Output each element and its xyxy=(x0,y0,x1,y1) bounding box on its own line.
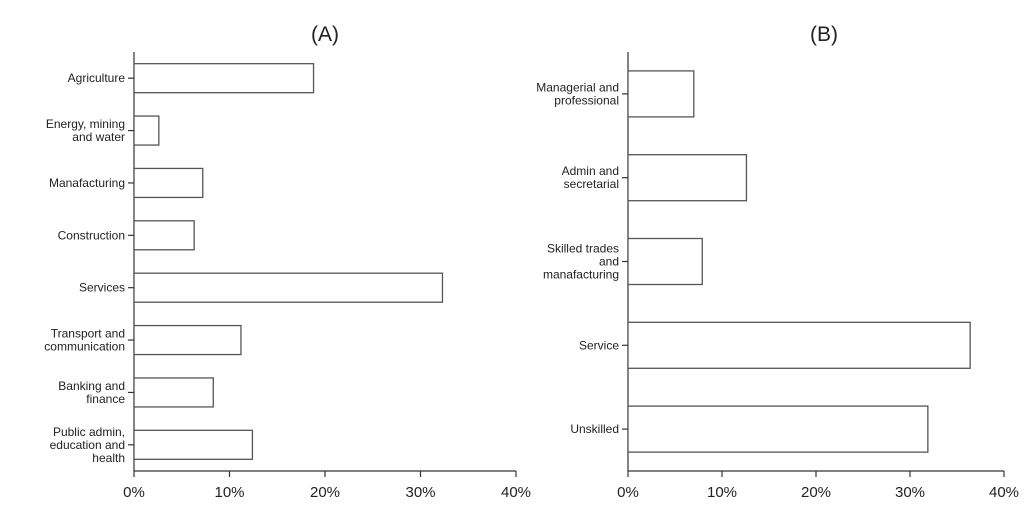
panel-b-category-label: Managerial and professional xyxy=(536,80,619,107)
panel-a-category-label: Manafacturing xyxy=(49,176,125,190)
panel-a-title: (A) xyxy=(311,23,339,46)
panel-b-category-label: Skilled trades and manafacturing xyxy=(543,242,619,282)
panel-b-bar xyxy=(627,237,703,286)
panel-a-category-label: Public admin, education and health xyxy=(50,425,125,465)
panel-a-category-label: Services xyxy=(79,281,125,295)
panel-b-category-label: Unskilled xyxy=(570,422,619,436)
panel-b-x-tick-label: 30% xyxy=(895,484,925,501)
panel-b-x-tick-label: 40% xyxy=(989,484,1019,501)
panel-b-category-label: Service xyxy=(579,338,619,352)
panel-a-x-tick-label: 10% xyxy=(214,484,244,501)
panel-a-category-label: Construction xyxy=(58,228,125,242)
panel-a: (A) 0% 10% 20% 30% 40% Agriculture Energy, min… xyxy=(44,23,531,501)
panel-a-category-label: Banking and finance xyxy=(58,379,125,406)
panel-a-category-label: Agriculture xyxy=(68,71,126,85)
panel-a-category-label: Energy, mining and water xyxy=(46,117,125,144)
panel-a-category-label: Transport and communication xyxy=(44,327,125,354)
panel-b-title: (B) xyxy=(810,23,838,46)
panel-a-x-tick-label: 0% xyxy=(123,484,145,501)
panel-b-bar xyxy=(627,154,748,202)
panel-a-bar xyxy=(133,377,214,408)
panel-a-x-tick-label: 40% xyxy=(501,484,531,501)
panel-a-bar xyxy=(133,115,160,146)
panel-b-category-label: Admin and secretarial xyxy=(562,164,619,191)
panel-a-x-tick-label: 30% xyxy=(405,484,435,501)
panel-b-bar xyxy=(627,70,695,118)
panel-a-bar xyxy=(133,63,315,94)
panel-b-bar xyxy=(627,321,971,369)
panel-b: (B) 0% 10% 20% 30% 40% Managerial and professi… xyxy=(536,23,1019,501)
panel-b-bar xyxy=(627,405,929,453)
panel-a-x-tick-label: 20% xyxy=(310,484,340,501)
panel-a-bar xyxy=(133,429,254,460)
panel-b-x-tick-label: 20% xyxy=(801,484,831,501)
panel-a-bar xyxy=(133,272,444,303)
panel-b-x-tick-label: 10% xyxy=(707,484,737,501)
panel-a-bar xyxy=(133,220,195,251)
panel-a-bar xyxy=(133,324,242,356)
panel-b-x-tick-label: 0% xyxy=(617,484,639,501)
panel-a-bar xyxy=(133,167,204,199)
